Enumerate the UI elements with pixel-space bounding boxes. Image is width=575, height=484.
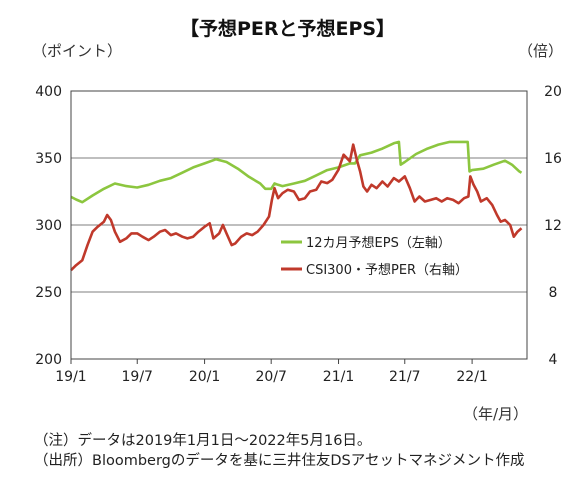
x-axis-unit: （年/月）	[463, 405, 529, 423]
left-tick-label: 250	[35, 285, 62, 301]
right-axis-unit: （倍）	[518, 42, 564, 60]
right-tick-label: 8	[549, 285, 558, 301]
right-tick-label: 12	[544, 218, 562, 234]
x-tick-label: 20/1	[189, 369, 220, 385]
chart-title: 【予想PERと予想EPS】	[179, 18, 396, 40]
x-tick-label: 19/1	[55, 369, 86, 385]
x-tick-label: 21/1	[323, 369, 354, 385]
x-tick-label: 21/7	[389, 369, 420, 385]
axis-tick-labels: 200 250 300 350 400 4 8 12 16 20 19/1 19/7 20/1 20/7 2…	[35, 84, 562, 385]
series-line-2	[70, 143, 523, 272]
series-lines	[70, 140, 523, 272]
legend-label: CSI300・予想PER（右軸）	[306, 262, 468, 278]
left-tick-label: 200	[35, 352, 62, 368]
footnotes: （注）データは2019年1月1日～2022年5月16日。 （出所）Bloombe…	[34, 431, 524, 471]
left-tick-label: 300	[35, 218, 62, 234]
left-axis-unit: （ポイント）	[32, 42, 123, 60]
plot-border	[70, 90, 528, 360]
right-tick-label: 4	[549, 352, 558, 368]
note-text: （注）データは2019年1月1日～2022年5月16日。	[34, 433, 372, 449]
legend-label: 12カ月予想EPS（左軸）	[306, 235, 451, 251]
plot-frame	[70, 90, 528, 360]
x-tick-label: 19/7	[122, 369, 153, 385]
source-text: （出所）Bloombergのデータを基に三井住友DSアセットマネジメント作成	[34, 453, 525, 469]
right-tick-label: 20	[544, 84, 562, 100]
left-tick-label: 400	[35, 84, 62, 100]
x-tick-label: 22/1	[456, 369, 487, 385]
legend: 12カ月予想EPS（左軸） CSI300・予想PER（右軸）	[281, 235, 468, 278]
right-tick-label: 16	[544, 151, 562, 167]
x-tick-label: 20/7	[255, 369, 286, 385]
left-tick-label: 350	[35, 151, 62, 167]
series-line-1	[70, 140, 523, 204]
gridlines	[70, 157, 527, 364]
